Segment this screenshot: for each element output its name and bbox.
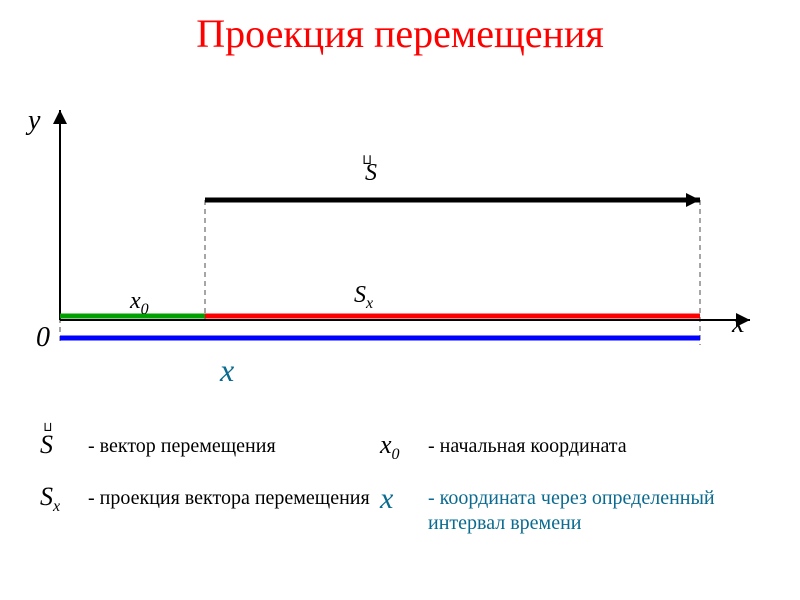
legend-row-2: Sx - проекция вектора перемещения x - ко… [40,482,780,536]
legend-sx-sym: Sx [40,482,80,516]
legend-s-vector-text: - вектор перемещения [88,430,276,459]
diagram-area: y x 0 x0 Sx S ⊔ x [20,100,760,380]
legend-xfinal-text: - координата через определенный интервал… [428,482,760,536]
legend-xfinal-sym: x [380,482,420,516]
x0-label: x0 [130,288,149,319]
x-axis-label: x [732,308,744,340]
y-axis-label: y [28,105,40,137]
coordinate-diagram [20,100,760,380]
legend-s-vector: ⊔ S - вектор перемещения [40,430,380,464]
slide-title: Проекция перемещения [0,10,800,57]
legend-x0: x0 - начальная координата [380,430,760,464]
legend-sx: Sx - проекция вектора перемещения [40,482,380,536]
slide-title-text: Проекция перемещения [196,11,604,56]
x-final-label: x [220,352,234,389]
legend: ⊔ S - вектор перемещения x0 - начальная … [40,430,780,554]
legend-row-1: ⊔ S - вектор перемещения x0 - начальная … [40,430,780,464]
s-vector-mark: ⊔ [363,152,371,168]
origin-label: 0 [36,322,50,354]
legend-x0-text: - начальная координата [428,430,627,459]
legend-x0-sym: x0 [380,430,420,464]
sx-label: Sx [354,282,373,313]
legend-sx-text: - проекция вектора перемещения [88,482,370,511]
legend-xfinal: x - координата через определенный интерв… [380,482,760,536]
legend-s-vector-sym: ⊔ S [40,430,80,460]
